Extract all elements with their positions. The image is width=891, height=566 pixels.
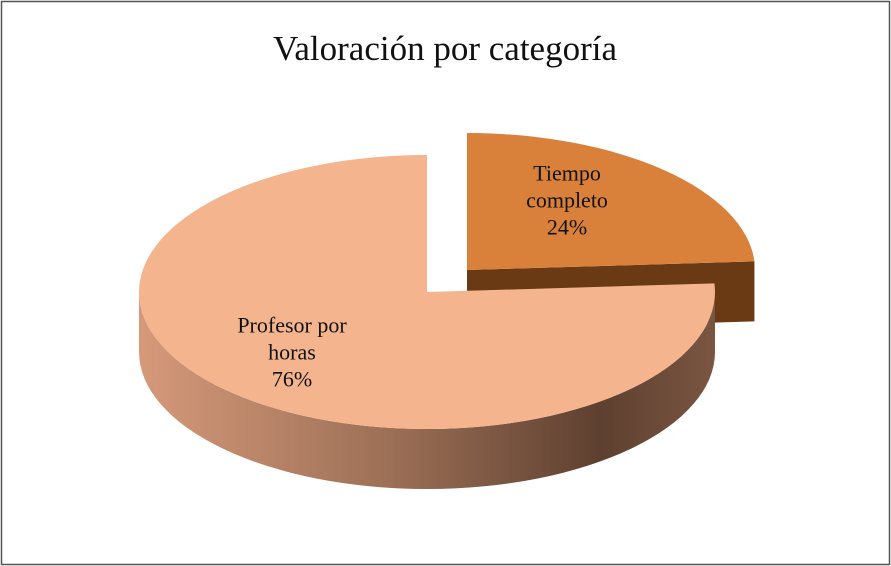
slice-value: 76% <box>271 366 313 392</box>
pie <box>138 133 755 489</box>
pie-slice <box>138 155 715 429</box>
slice-name: Profesor por horas <box>237 312 347 365</box>
slice-name: Tiempo completo <box>526 160 608 213</box>
slice-label: Tiempo completo 24% <box>512 160 622 241</box>
slice-value: 24% <box>546 214 588 240</box>
slice-side <box>139 292 715 489</box>
pie-slice <box>467 133 755 270</box>
slice-label: Profesor por horas 76% <box>212 312 372 393</box>
chart-title: Valoración por categoría <box>273 29 617 68</box>
